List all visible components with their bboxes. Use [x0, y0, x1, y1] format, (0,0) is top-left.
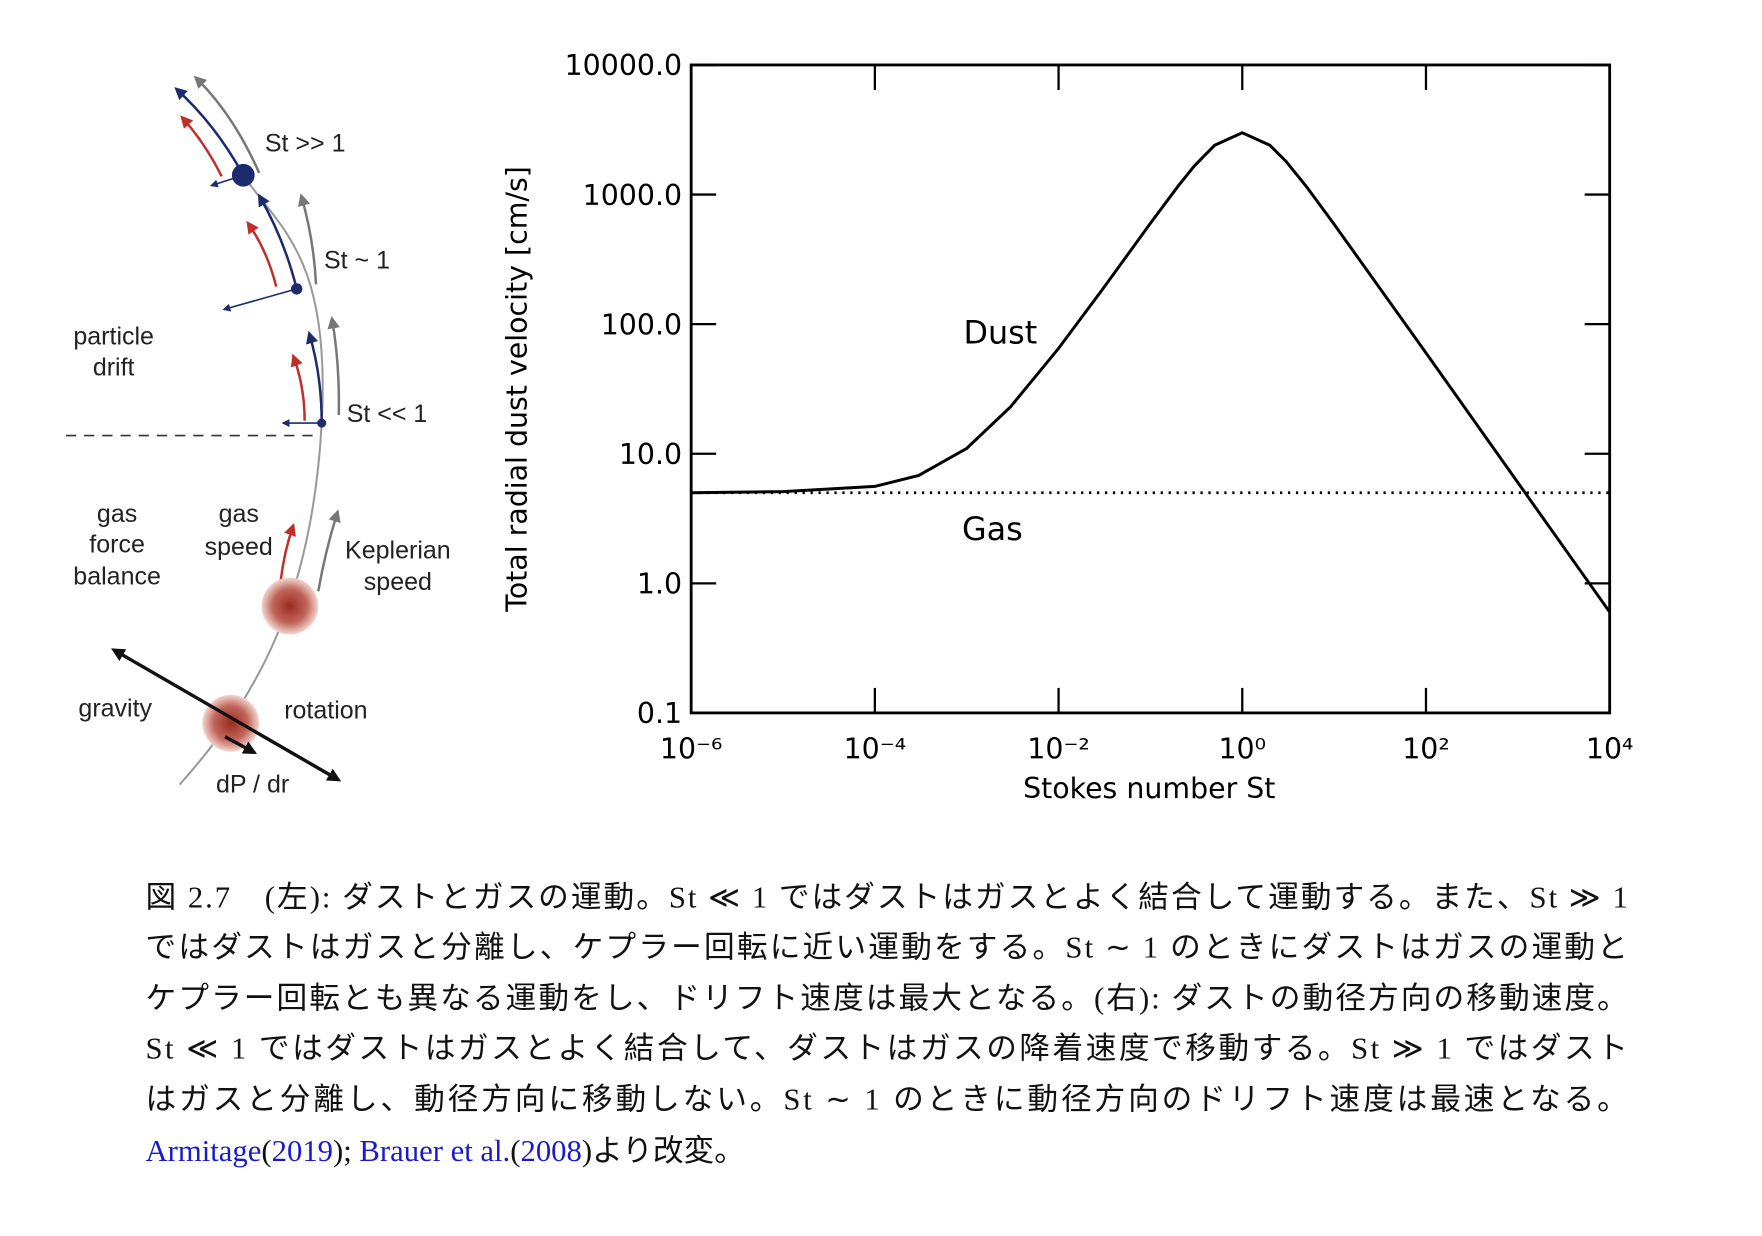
label: St << 1 [347, 400, 428, 428]
caption-text: ( [261, 1134, 271, 1168]
x-tick-label: 10⁰ [1218, 732, 1266, 765]
x-tick-label: 10² [1402, 732, 1450, 765]
y-tick-label: 100.0 [601, 308, 682, 341]
arrow [174, 87, 245, 176]
dust-dot [231, 163, 255, 187]
particle [261, 577, 319, 635]
label: force [89, 531, 145, 559]
label: dP / dr [216, 770, 289, 798]
y-axis-label: Total radial dust velocity [cm/s] [500, 166, 533, 613]
series-label: Gas [962, 510, 1023, 548]
label: St ~ 1 [324, 246, 390, 274]
reference-link[interactable]: Brauer et al. [359, 1134, 510, 1168]
y-tick-label: 0.1 [637, 697, 682, 730]
label: rotation [284, 697, 367, 725]
y-tick-label: 1000.0 [583, 179, 682, 212]
force-arrow [111, 648, 342, 782]
dust-dot [291, 283, 303, 295]
reference-link[interactable]: 2008 [520, 1134, 581, 1168]
label: gravity [78, 694, 152, 722]
x-tick-label: 10⁻⁴ [844, 732, 907, 765]
arrow [317, 509, 341, 592]
arrow [306, 330, 323, 424]
arrow [298, 193, 318, 285]
y-tick-label: 1.0 [637, 568, 682, 601]
caption-text: )より改変。 [582, 1134, 745, 1168]
caption-line: ではダストはガスと分離し、ケプラー回転に近い運動をする。St ∼ 1 のときにダ… [146, 930, 1628, 964]
caption-line: はガスと分離し、動径方向に移動しない。St ∼ 1 のときに動径方向のドリフト速… [146, 1083, 1628, 1117]
series-label: Dust [964, 313, 1038, 351]
arrow [193, 75, 261, 174]
arrow [180, 115, 223, 177]
caption-line: ケプラー回転とも異なる運動をし、ドリフト速度は最大となる。(右): ダストの動径… [146, 981, 1628, 1015]
caption-refs: Armitage(2019); Brauer et al.(2008)より改変。 [146, 1134, 745, 1168]
label: Keplerian [345, 536, 451, 564]
label: drift [93, 353, 135, 381]
arrow [222, 288, 297, 312]
caption-text: ); [333, 1134, 352, 1168]
x-tick-label: 10⁴ [1586, 732, 1634, 765]
diagram-labels: St >> 1 St ~ 1 St << 1 particle drift ga… [73, 129, 450, 798]
y-tick-label: 10000.0 [565, 49, 682, 82]
caption-text: ( [510, 1134, 520, 1168]
arrow [246, 220, 278, 287]
arrow [290, 353, 306, 421]
force-arrow [224, 735, 258, 755]
x-tick-label: 10⁻⁶ [660, 732, 723, 765]
caption-line: 図 2.7 (左): ダストとガスの運動。St ≪ 1 ではダストはガスとよく結… [146, 880, 1628, 914]
label: particle [73, 323, 154, 351]
label: gas [97, 500, 137, 528]
particle [202, 694, 260, 752]
orbit [178, 174, 324, 786]
x-tick-label: 10⁻² [1027, 732, 1090, 765]
x-axis-label: Stokes number St [1023, 772, 1275, 805]
label: gas [219, 500, 259, 528]
caption-line: St ≪ 1 ではダストはガスとよく結合して、ダストはガスの降着速度で移動する。… [146, 1032, 1628, 1066]
chart: Stokes number St Total radial dust veloc… [500, 49, 1633, 805]
label: speed [205, 533, 273, 561]
arrow [327, 315, 341, 416]
label: speed [364, 568, 432, 596]
caption: 図 2.7 (左): ダストとガスの運動。St ≪ 1 ではダストはガスとよく結… [146, 880, 1628, 1168]
plot-frame [689, 63, 1612, 715]
reference-link[interactable]: 2019 [272, 1134, 333, 1168]
arrow [279, 522, 296, 581]
label: balance [73, 562, 161, 590]
label: St >> 1 [265, 129, 346, 157]
arrow [257, 193, 298, 290]
reference-link[interactable]: Armitage [146, 1134, 262, 1168]
y-tick-label: 10.0 [619, 438, 682, 471]
dust-dot [317, 418, 327, 428]
diagram [65, 75, 342, 786]
series-line [691, 131, 1611, 613]
